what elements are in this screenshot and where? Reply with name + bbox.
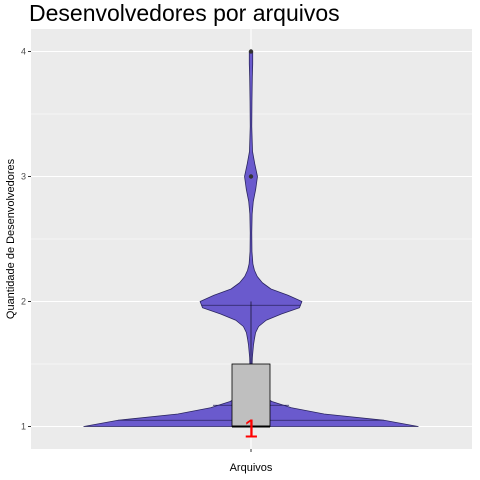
y-tick-label: 3 [21,172,26,182]
y-axis-title: Quantidade de Desenvolvedores [5,158,17,319]
y-axis: 1 2 3 4 [21,47,31,432]
y-tick-label: 1 [21,422,26,432]
y-tick-label: 4 [21,47,26,57]
chart-title: Desenvolvedores por arquivos [29,0,340,26]
y-tick-label: 2 [21,297,26,307]
outlier-point [249,174,253,178]
x-axis-title: Arquivos [230,462,273,474]
median-label: 1 [244,414,258,444]
outlier-point [249,49,253,53]
